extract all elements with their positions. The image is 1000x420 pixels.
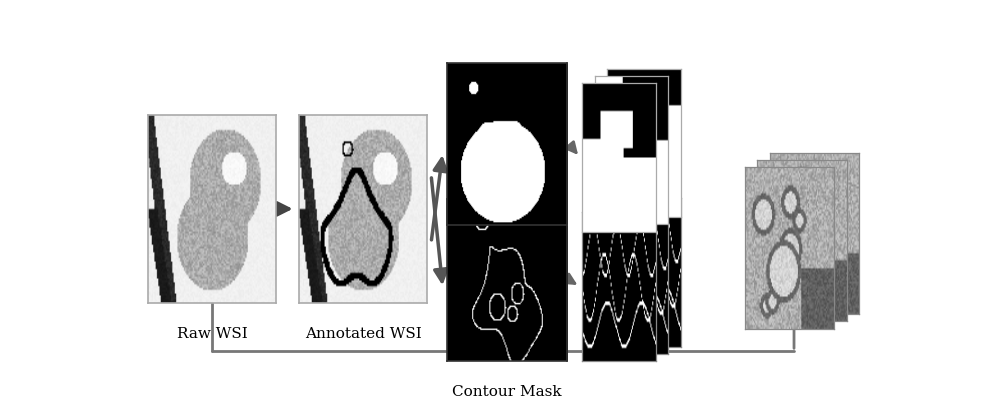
- Text: Annotated WSI: Annotated WSI: [305, 327, 422, 341]
- Text: Content Mask: Content Mask: [453, 249, 561, 263]
- Text: Contour Mask: Contour Mask: [452, 385, 562, 399]
- Text: Raw WSI: Raw WSI: [177, 327, 248, 341]
